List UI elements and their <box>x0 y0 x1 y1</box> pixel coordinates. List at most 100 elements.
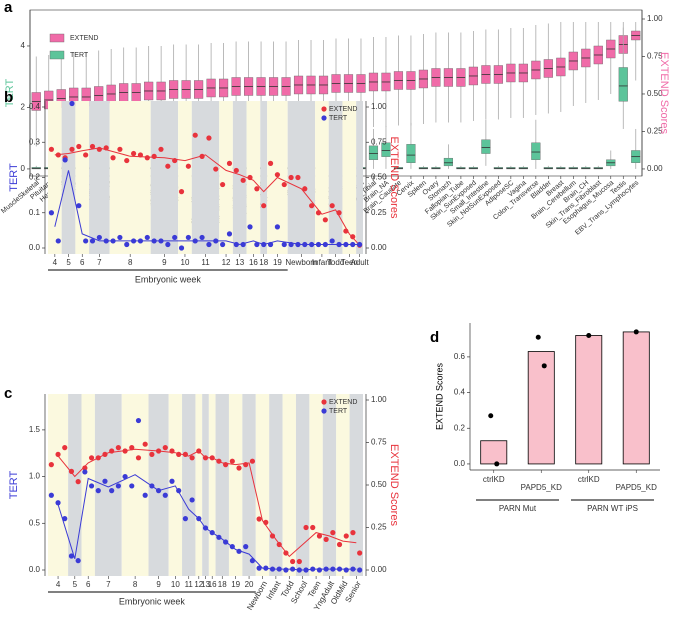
trend-line <box>54 147 360 246</box>
point <box>115 445 121 451</box>
x-tick-label: 9 <box>162 258 167 267</box>
tick-label: 0.4 <box>454 388 466 397</box>
point <box>343 567 349 573</box>
x-tick-label: 16 <box>208 580 217 589</box>
point <box>96 234 102 241</box>
tick-label: 0.25 <box>371 208 387 217</box>
x-tick-label: Todd <box>327 258 344 267</box>
x-tick-label: ctrlKD <box>483 475 505 484</box>
point <box>48 146 55 152</box>
tick-label: 1.00 <box>647 14 663 23</box>
tick-label: 0.3 <box>29 137 41 146</box>
point <box>129 445 135 451</box>
point <box>488 413 494 419</box>
point <box>535 334 541 340</box>
stage-band <box>349 394 363 576</box>
point <box>172 234 178 241</box>
point <box>267 160 274 166</box>
point <box>189 497 195 503</box>
x-tick-label: 5 <box>66 258 71 267</box>
y-axis-label: TERT <box>4 78 16 107</box>
point <box>88 455 95 461</box>
bar <box>527 351 555 465</box>
stage-band <box>336 394 350 576</box>
point <box>249 458 256 464</box>
tick-label: 0.25 <box>647 127 663 136</box>
x-tick-label: 12 <box>222 258 231 267</box>
point <box>322 217 328 223</box>
stage-band <box>68 394 82 576</box>
point <box>124 241 130 248</box>
tick-label: 0.50 <box>371 480 387 489</box>
x-tick-label: 7 <box>97 258 102 267</box>
point <box>254 241 260 248</box>
point <box>586 332 592 338</box>
point <box>151 153 157 159</box>
point <box>350 530 356 536</box>
legend-label: TERT <box>329 408 348 415</box>
legend-label: EXTEND <box>329 399 357 406</box>
point <box>261 203 267 209</box>
x-tick-label: 4 <box>53 258 58 267</box>
stage-band <box>48 394 69 576</box>
stage-band <box>328 101 343 254</box>
point <box>55 238 61 244</box>
x-tick-label: 5 <box>73 580 78 589</box>
legend-swatch <box>49 33 65 43</box>
panel-letter: d <box>430 329 439 346</box>
point <box>115 483 121 489</box>
point <box>75 479 81 485</box>
point <box>330 530 336 536</box>
point <box>256 565 262 571</box>
point <box>254 186 260 192</box>
stage-band <box>178 101 192 254</box>
point <box>182 516 188 522</box>
point <box>158 146 164 152</box>
box <box>381 142 391 157</box>
stage-band <box>309 394 323 576</box>
point <box>110 155 116 161</box>
box <box>443 157 453 167</box>
stage-band <box>191 101 220 254</box>
x-axis-label: Embryonic week <box>135 274 202 284</box>
group-label: PARN Mut <box>499 504 537 513</box>
y-axis-label: EXTEND Scores <box>434 362 444 430</box>
point <box>88 483 95 489</box>
point <box>89 238 96 244</box>
point <box>350 234 356 240</box>
point <box>283 567 289 573</box>
trend-line <box>57 474 357 571</box>
point <box>178 189 185 195</box>
stage-band <box>215 394 229 576</box>
tick-label: 1.0 <box>29 472 41 481</box>
legend-marker <box>321 115 327 121</box>
point <box>48 462 54 468</box>
x-tick-label: 7 <box>106 580 111 589</box>
point <box>229 458 235 464</box>
stage-band <box>89 101 110 254</box>
point <box>62 516 68 522</box>
point <box>185 163 191 169</box>
tick-label: 0.2 <box>29 173 41 182</box>
point <box>256 516 262 522</box>
x-tick-label: 9 <box>156 580 161 589</box>
tick-label: 0.00 <box>647 164 663 173</box>
legend-marker <box>321 408 327 414</box>
stage-band <box>168 394 183 576</box>
tick-label: 0.0 <box>29 243 41 252</box>
point <box>55 451 61 457</box>
x-tick-label: 4 <box>56 580 61 589</box>
point <box>135 455 142 461</box>
tick-label: 0.50 <box>371 173 387 182</box>
point <box>82 469 88 475</box>
point <box>69 100 75 107</box>
point <box>343 533 349 539</box>
stage-band <box>121 394 149 576</box>
x-tick-label: 18 <box>259 258 268 267</box>
stage-band <box>150 101 179 254</box>
point <box>169 478 175 484</box>
point <box>178 245 185 251</box>
x-tick-label: 10 <box>171 580 180 589</box>
stage-band <box>48 101 62 254</box>
stage-band <box>202 394 209 576</box>
